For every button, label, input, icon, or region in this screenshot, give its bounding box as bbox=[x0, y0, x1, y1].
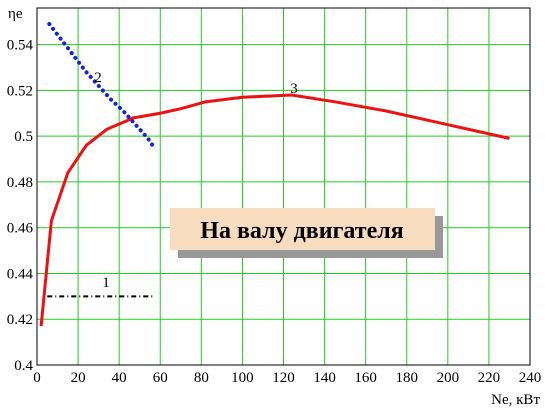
series-line bbox=[39, 93, 510, 327]
x-tick-label: 120 bbox=[272, 370, 295, 386]
x-tick-label: 160 bbox=[354, 370, 377, 386]
chart-title: На валу двигателя bbox=[200, 218, 403, 244]
y-tick-label: 0.42 bbox=[7, 312, 33, 328]
x-tick-label: 220 bbox=[478, 370, 501, 386]
x-tick-label: 240 bbox=[519, 370, 542, 386]
title-box bbox=[170, 208, 435, 250]
annotation: 3 bbox=[290, 81, 298, 97]
y-tick-label: 0.52 bbox=[7, 83, 33, 99]
y-tick-label: 0.46 bbox=[7, 221, 34, 237]
series-line bbox=[47, 22, 157, 150]
annotation: 1 bbox=[102, 275, 110, 291]
y-tick-label: 0.4 bbox=[14, 358, 33, 374]
x-tick-label: 200 bbox=[437, 370, 460, 386]
x-tick-label: 60 bbox=[153, 370, 168, 386]
plot-frame bbox=[36, 7, 531, 366]
y-tick-label: 0.54 bbox=[7, 38, 34, 54]
x-tick-label: 40 bbox=[112, 370, 127, 386]
annotation: 2 bbox=[94, 70, 102, 86]
y-tick-label: 0.44 bbox=[7, 266, 34, 282]
y-tick-label: 0.5 bbox=[14, 129, 33, 145]
y-tick-label: 0.48 bbox=[7, 175, 33, 191]
x-tick-label: 80 bbox=[194, 370, 209, 386]
x-tick-label: 0 bbox=[33, 370, 41, 386]
x-tick-label: 20 bbox=[71, 370, 86, 386]
x-tick-label: 180 bbox=[396, 370, 419, 386]
x-tick-label: 100 bbox=[231, 370, 254, 386]
y-axis-label: ηe bbox=[8, 6, 23, 22]
x-axis-label: Ne, кВт bbox=[491, 392, 540, 408]
x-tick-label: 140 bbox=[313, 370, 336, 386]
